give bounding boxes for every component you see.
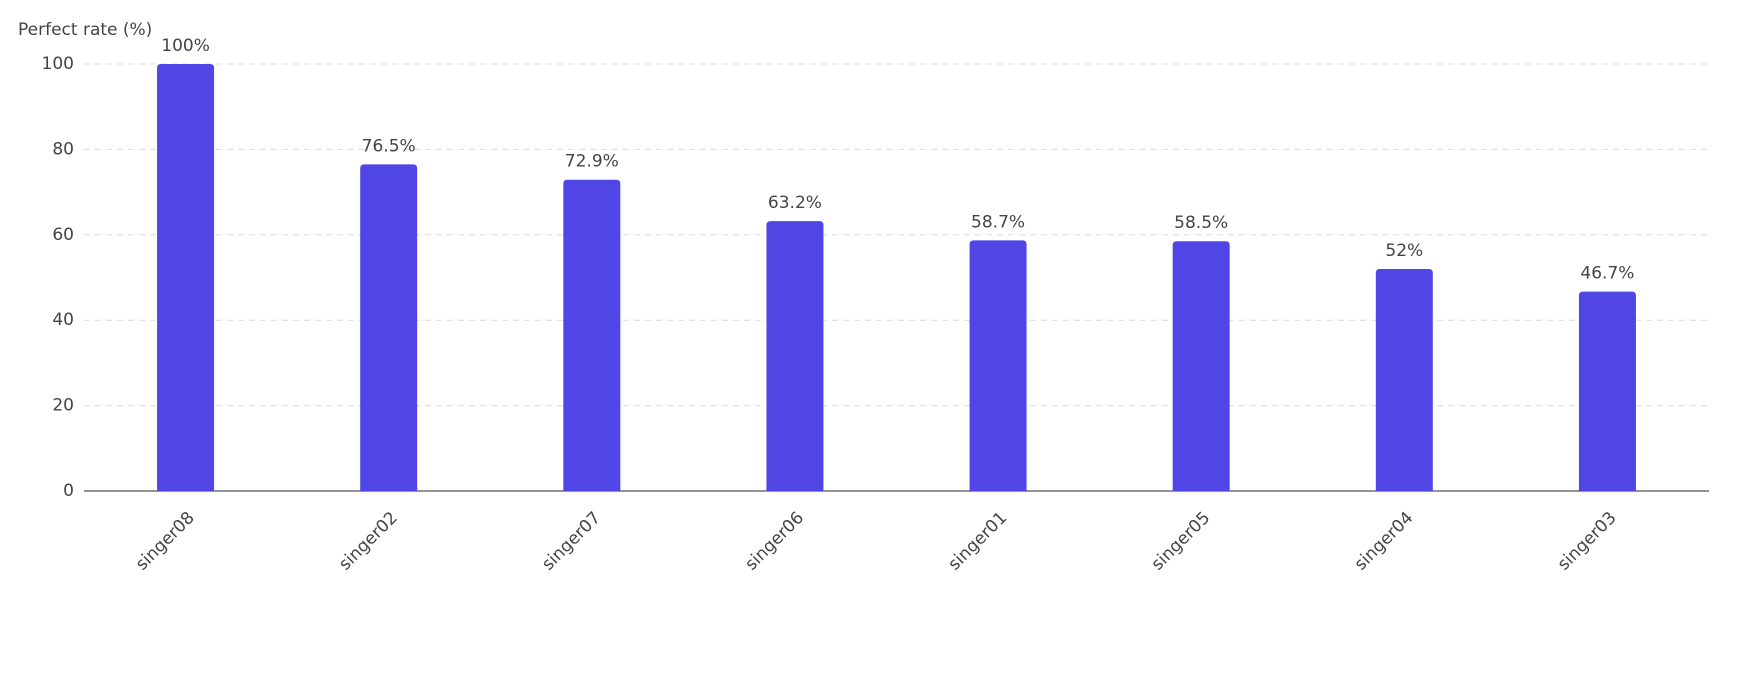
bar xyxy=(766,221,824,492)
bar xyxy=(563,179,621,492)
value-label: 76.5% xyxy=(362,136,416,156)
y-tick-label: 40 xyxy=(52,310,74,330)
value-label: 100% xyxy=(161,36,210,56)
bar xyxy=(157,64,215,491)
x-tick-label: singer02 xyxy=(335,508,402,575)
y-axis-title: Perfect rate (%) xyxy=(18,20,152,40)
x-tick-label: singer05 xyxy=(1148,508,1215,575)
x-tick-label: singer07 xyxy=(538,508,605,575)
x-tick-label: singer06 xyxy=(741,508,808,575)
y-tick-label: 100 xyxy=(42,54,74,74)
bar xyxy=(360,164,418,491)
x-tick-label: singer03 xyxy=(1554,508,1621,575)
value-label: 58.7% xyxy=(971,212,1025,232)
value-label: 63.2% xyxy=(768,193,822,213)
bar xyxy=(1578,291,1636,491)
value-label: 58.5% xyxy=(1174,213,1228,233)
x-tick-label: singer01 xyxy=(944,508,1011,575)
value-label: 52% xyxy=(1385,241,1423,261)
value-label: 46.7% xyxy=(1580,264,1634,284)
y-tick-label: 60 xyxy=(52,225,74,245)
value-label: 72.9% xyxy=(565,152,619,172)
bar xyxy=(969,240,1027,491)
bar xyxy=(1172,241,1230,491)
x-tick-label: singer08 xyxy=(132,508,199,575)
y-tick-label: 20 xyxy=(52,396,74,416)
y-tick-label: 80 xyxy=(52,139,74,159)
y-tick-label: 0 xyxy=(63,481,74,501)
x-tick-label: singer04 xyxy=(1351,508,1418,575)
bar xyxy=(1375,268,1433,491)
